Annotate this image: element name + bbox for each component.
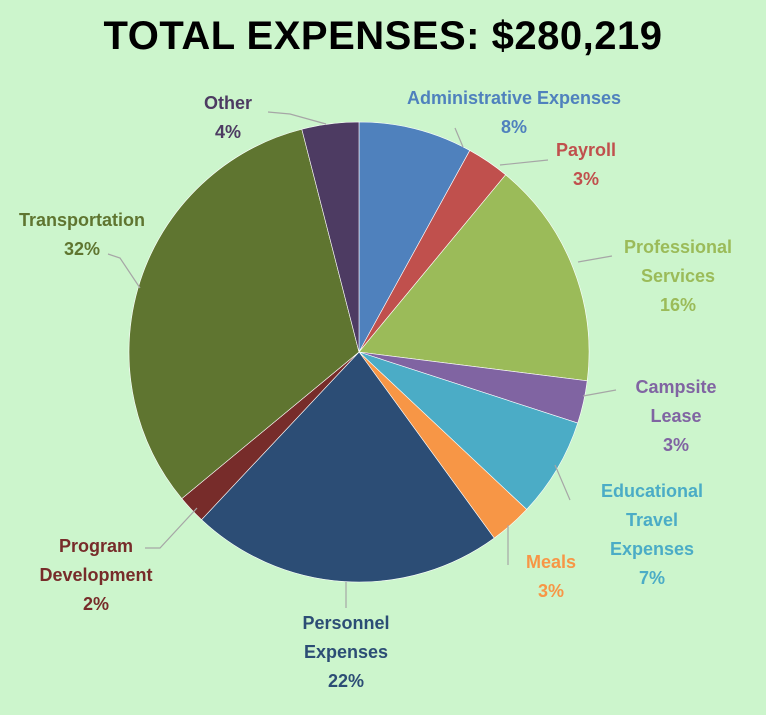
leader-line — [107, 253, 141, 289]
pie-slice-personnel-expenses — [201, 351, 495, 583]
leader-line — [267, 111, 327, 125]
leader-line — [454, 127, 464, 148]
data-label: Other 4% — [204, 93, 252, 142]
leader-line — [145, 507, 198, 549]
data-label: Payroll 3% — [556, 140, 616, 189]
data-label: Educational Travel Expenses 7% — [601, 481, 703, 588]
data-label: Campsite Lease 3% — [635, 377, 716, 455]
pie-slice-other — [301, 121, 360, 353]
leader-line — [577, 255, 613, 263]
pie-slice-transportation — [128, 128, 360, 500]
pie-slice-administrative-expenses — [358, 121, 471, 353]
data-label: Meals 3% — [526, 552, 576, 601]
leader-line — [554, 464, 571, 501]
data-label: Administrative Expenses 8% — [407, 88, 621, 137]
data-label: Professional Services 16% — [624, 237, 732, 315]
chart-title: TOTAL EXPENSES: $280,219 — [103, 14, 663, 58]
pie-slice-professional-services — [358, 174, 590, 382]
data-label: Program Development 2% — [39, 536, 152, 614]
data-label: Transportation 32% — [19, 210, 145, 259]
data-label: Personnel Expenses 22% — [302, 613, 389, 691]
leader-line — [582, 389, 617, 397]
leader-line — [499, 159, 549, 166]
